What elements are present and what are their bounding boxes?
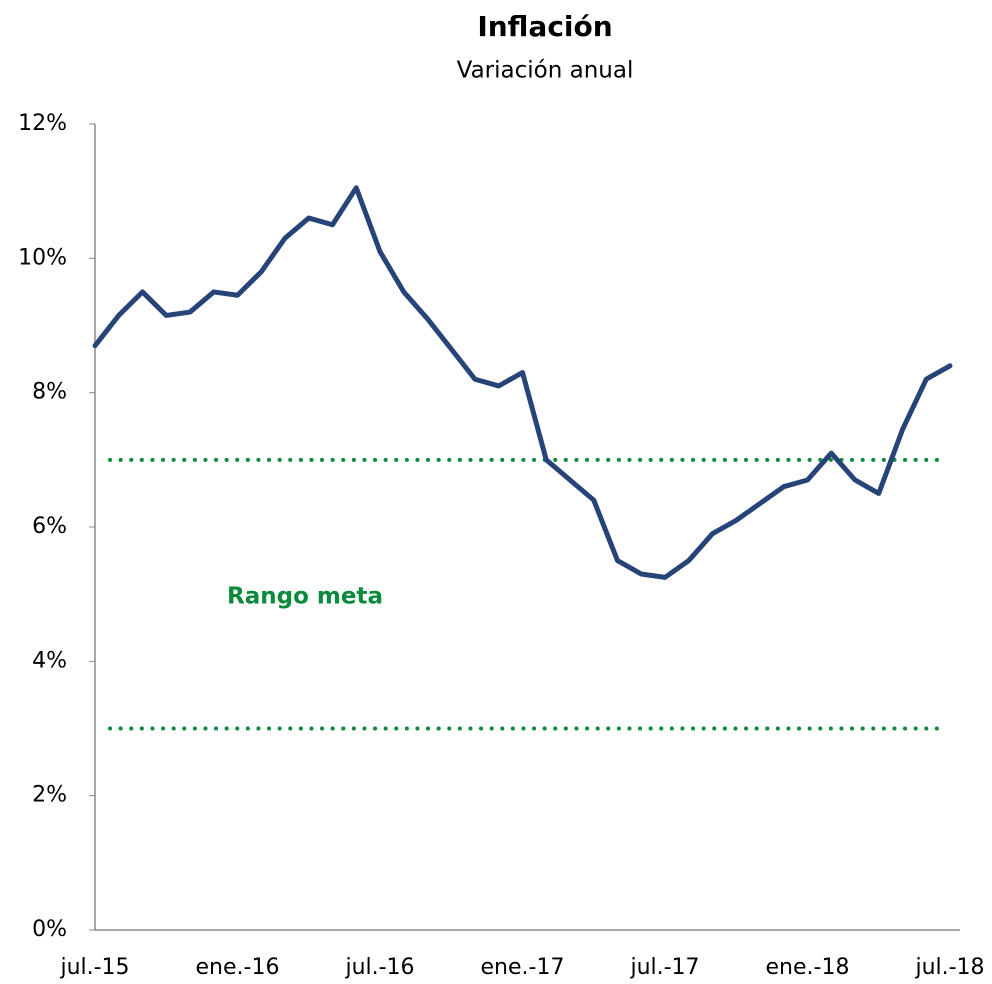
y-tick-label: 0% <box>32 917 67 942</box>
x-tick-label: jul.-16 <box>344 955 414 980</box>
x-tick-label: jul.-15 <box>59 955 129 980</box>
series-line <box>92 185 953 580</box>
y-tick-label: 8% <box>32 380 67 405</box>
y-tick-label: 10% <box>18 245 67 270</box>
chart-title: Inflación <box>477 10 612 43</box>
x-tick-label: ene.-16 <box>196 955 280 980</box>
x-tick-label: jul.-18 <box>914 955 984 980</box>
y-tick-label: 12% <box>18 111 67 136</box>
annotation: Rango meta <box>227 584 383 610</box>
chart-subtitle: Variación anual <box>457 58 634 84</box>
x-tick-label: ene.-18 <box>766 955 850 980</box>
y-tick-label: 4% <box>32 648 67 673</box>
x-tick-label: ene.-17 <box>481 955 565 980</box>
x-tick-label: jul.-17 <box>629 955 699 980</box>
y-tick-label: 6% <box>32 514 67 539</box>
y-tick-label: 2% <box>32 783 67 808</box>
